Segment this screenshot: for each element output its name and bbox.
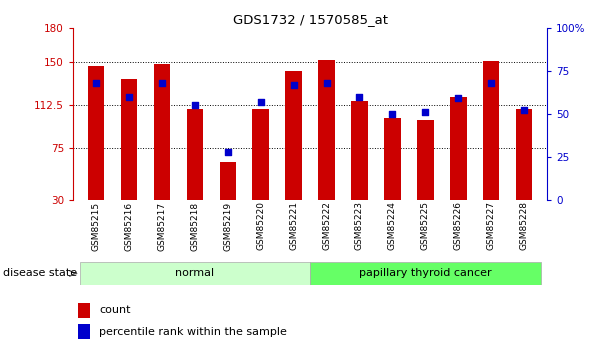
Bar <box>483 61 499 200</box>
Bar <box>516 109 533 200</box>
Bar <box>121 79 137 200</box>
Point <box>322 80 331 86</box>
Bar <box>384 118 401 200</box>
Bar <box>187 109 203 200</box>
Text: count: count <box>99 305 131 315</box>
Bar <box>319 60 335 200</box>
Point <box>454 96 463 101</box>
Point <box>91 80 101 86</box>
Bar <box>219 162 236 200</box>
Point <box>190 102 199 108</box>
Bar <box>417 120 434 200</box>
Bar <box>252 109 269 200</box>
Bar <box>154 65 170 200</box>
Point <box>486 80 496 86</box>
Text: disease state: disease state <box>3 268 77 278</box>
Point <box>519 108 529 113</box>
Bar <box>78 324 89 339</box>
Bar <box>78 303 89 318</box>
Point <box>289 82 299 87</box>
Point <box>387 111 397 117</box>
Bar <box>351 101 368 200</box>
Text: percentile rank within the sample: percentile rank within the sample <box>99 327 287 337</box>
Title: GDS1732 / 1570585_at: GDS1732 / 1570585_at <box>233 13 387 27</box>
Point <box>256 99 266 105</box>
Text: papillary thyroid cancer: papillary thyroid cancer <box>359 268 492 278</box>
Point <box>157 80 167 86</box>
Bar <box>88 66 104 200</box>
Point <box>354 94 364 99</box>
Bar <box>450 97 466 200</box>
Point <box>421 109 430 115</box>
Text: normal: normal <box>175 268 215 278</box>
Point <box>124 94 134 99</box>
Bar <box>80 262 310 285</box>
Bar <box>310 262 541 285</box>
Point <box>223 149 233 155</box>
Bar <box>285 71 302 200</box>
